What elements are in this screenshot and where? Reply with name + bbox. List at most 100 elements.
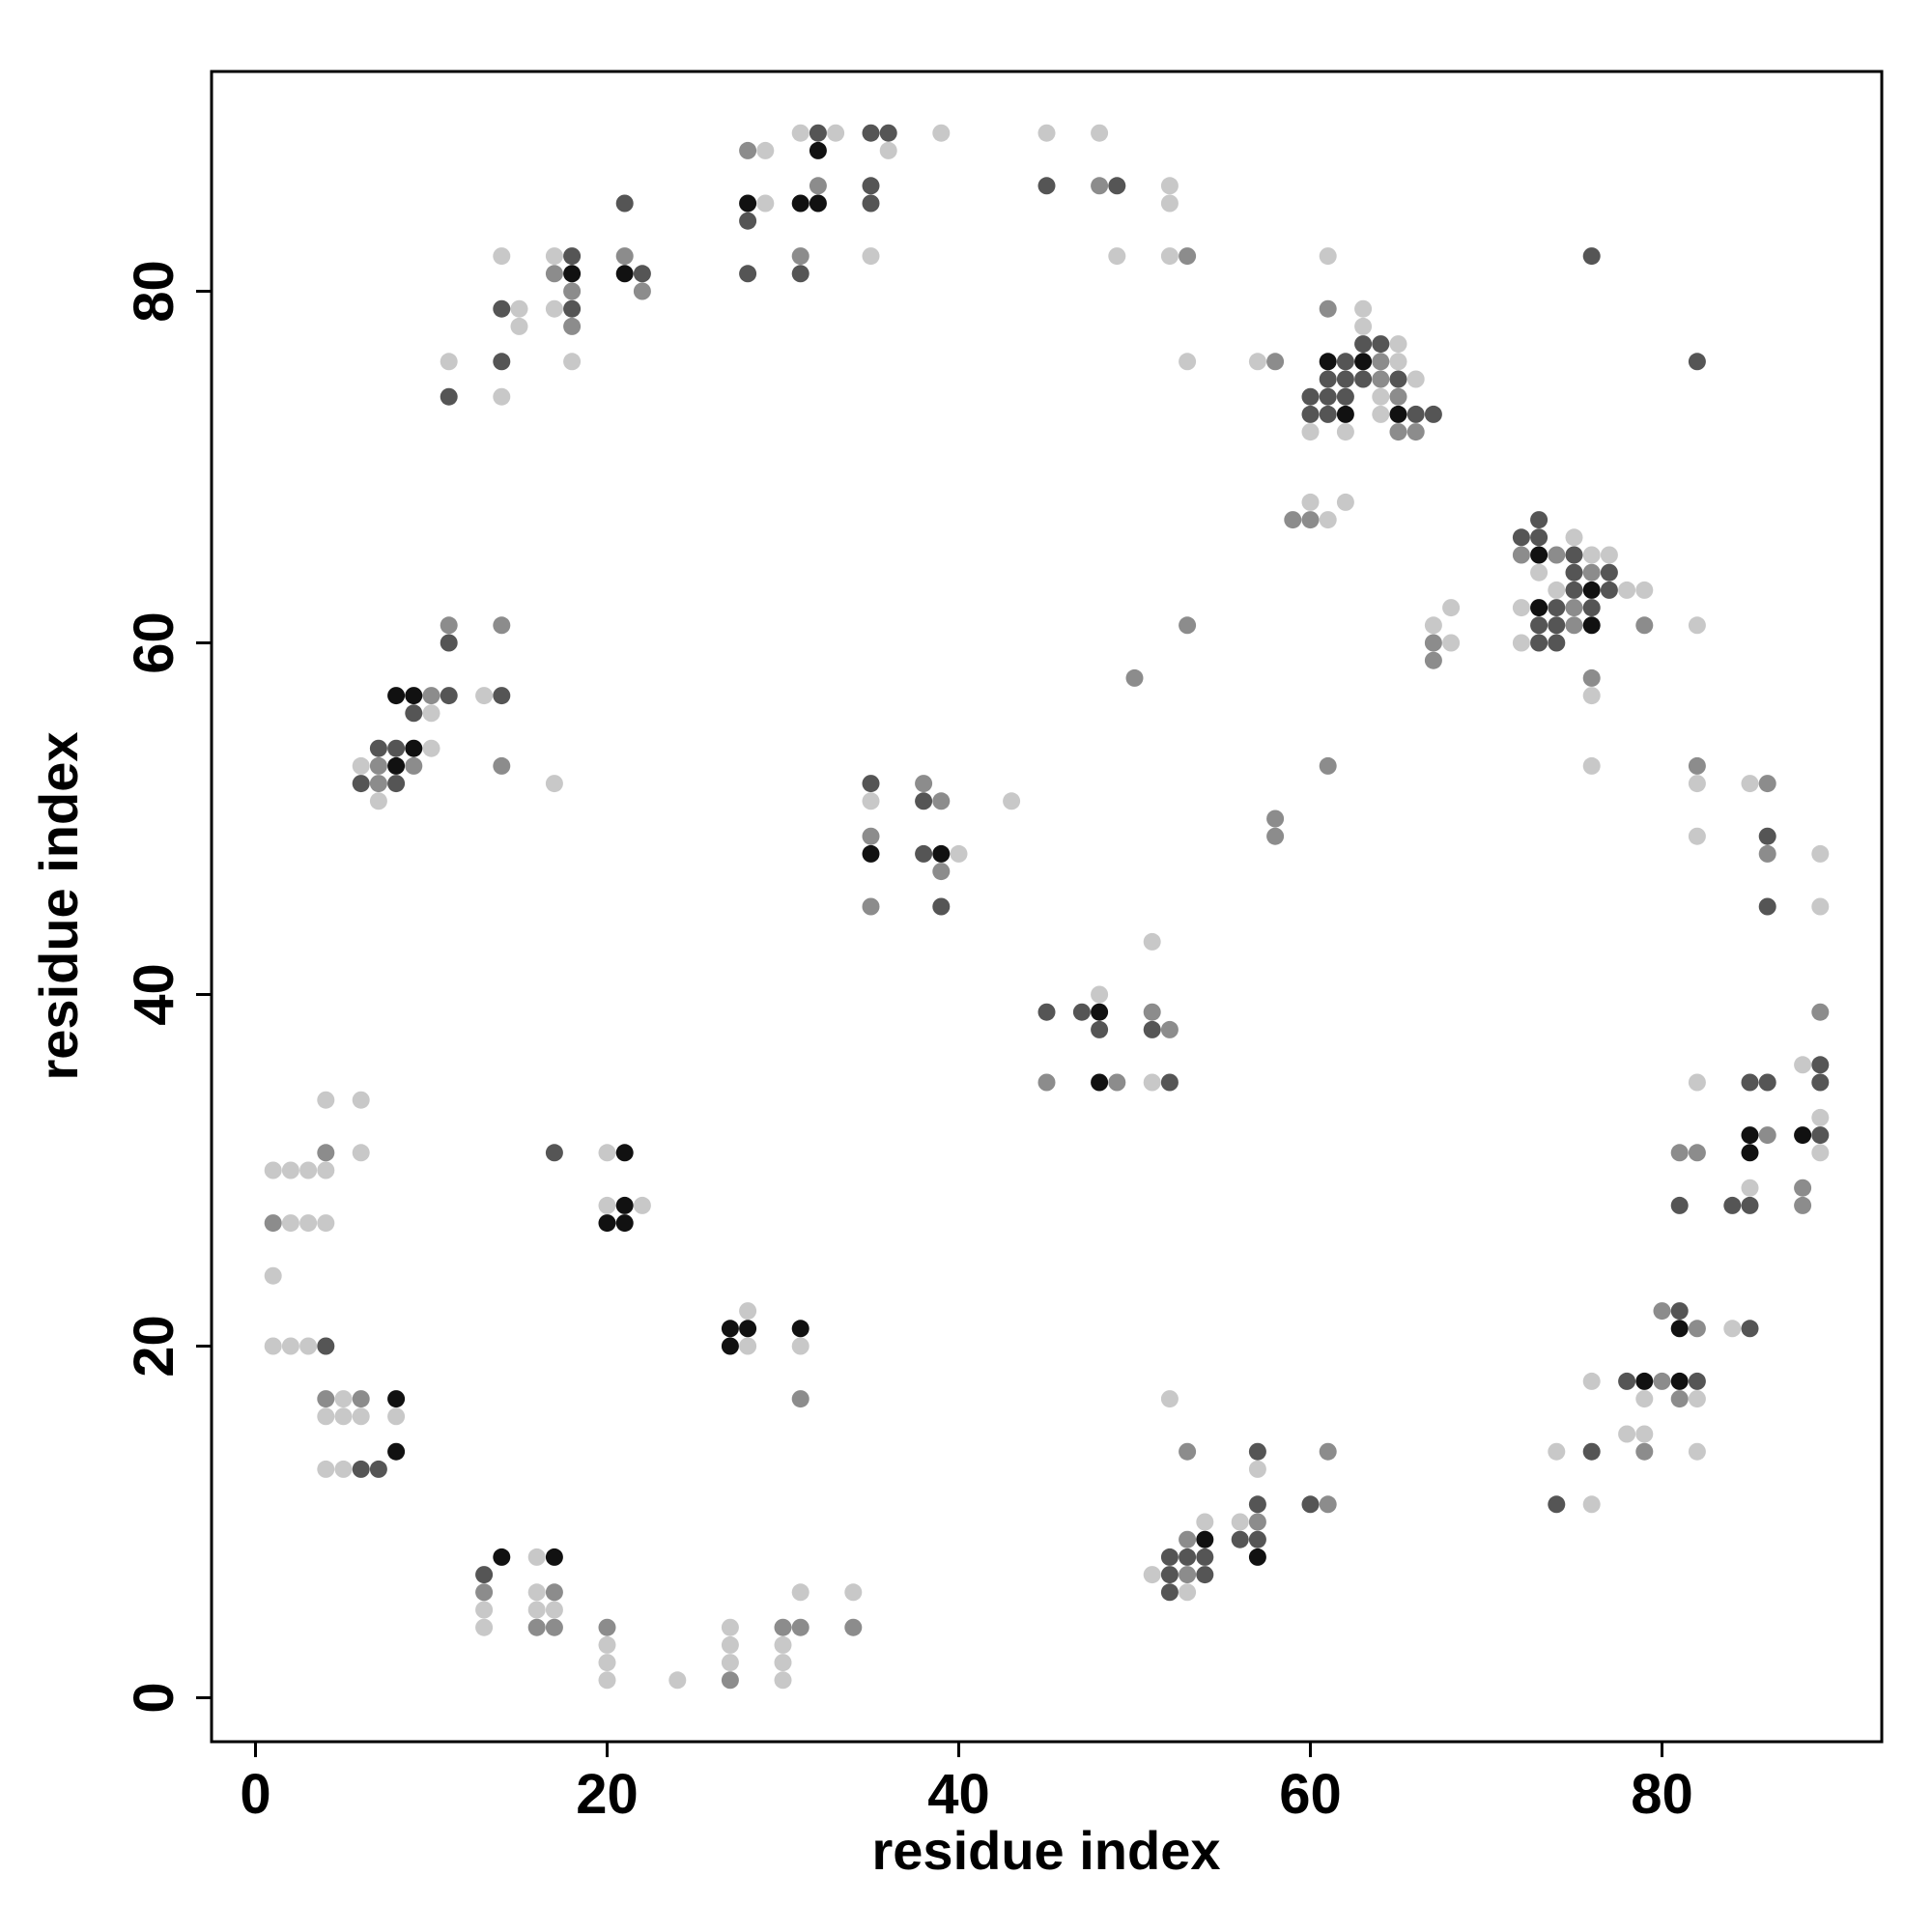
point [352,775,370,793]
point [932,897,951,916]
point [1319,247,1337,266]
point [633,1196,651,1214]
point [862,775,880,793]
point [1741,1144,1759,1162]
point [334,1390,353,1408]
point [264,1266,282,1285]
point [352,1390,370,1408]
point [1548,1442,1566,1461]
point [1582,581,1601,599]
point [317,1337,335,1355]
point [1653,1372,1671,1390]
point [299,1337,318,1355]
point [915,775,933,793]
point [756,194,775,213]
point [1143,1003,1161,1021]
point [1143,1566,1161,1584]
point [352,1407,370,1426]
point [1794,1056,1812,1074]
point [1635,1372,1654,1390]
point [1600,581,1618,599]
point [598,1214,616,1233]
point [915,844,933,863]
point [1319,1495,1337,1514]
point [545,775,563,793]
point [1635,581,1654,599]
point [1653,1302,1671,1321]
point [352,756,370,775]
point [1248,1495,1266,1514]
point [1160,177,1179,195]
point [1688,775,1706,793]
point [862,194,880,213]
point [527,1548,546,1566]
point [1196,1530,1214,1548]
point [756,141,775,159]
point [1512,634,1530,652]
point [475,1601,494,1619]
point [1248,1460,1266,1478]
point [1354,335,1373,354]
point [1372,405,1390,423]
point [1091,1020,1109,1038]
point [1160,1020,1179,1038]
point [545,1548,563,1566]
point [1565,599,1583,617]
point [1179,1548,1197,1566]
point [493,1548,511,1566]
point [1336,370,1354,388]
point [1582,756,1601,775]
point [1037,124,1056,142]
point [791,194,810,213]
point [1582,668,1601,687]
point [422,687,440,705]
point [1794,1196,1812,1214]
point [1565,563,1583,582]
point [1741,1196,1759,1214]
point [1758,844,1776,863]
point [1670,1196,1689,1214]
point [1758,1126,1776,1145]
point [1565,616,1583,635]
point [281,1214,299,1233]
x-tick-label: 20 [576,1763,639,1826]
point [791,1583,810,1602]
point [527,1618,546,1636]
point [1512,546,1530,564]
point [317,1214,335,1233]
point [1179,1530,1197,1548]
point [1600,563,1618,582]
point [598,1196,616,1214]
point [1548,599,1566,617]
point [1179,353,1197,371]
point [615,1144,634,1162]
point [1319,756,1337,775]
point [1811,1056,1830,1074]
point [774,1654,792,1672]
point [1670,1144,1689,1162]
point [281,1161,299,1179]
point [493,756,511,775]
point [1741,1073,1759,1092]
point [1372,353,1390,371]
point [721,1671,739,1690]
point [1248,1548,1266,1566]
point [1336,423,1354,441]
point [1530,528,1548,547]
point [1565,528,1583,547]
point [1688,1073,1706,1092]
point [739,212,757,230]
point [598,1671,616,1690]
point [387,1390,406,1408]
x-tick-label: 80 [1631,1763,1693,1826]
point [791,1618,810,1636]
point [615,194,634,213]
point [1354,317,1373,335]
point [1582,1495,1601,1514]
point [862,177,880,195]
point [387,687,406,705]
point [862,247,880,266]
point [1618,1372,1636,1390]
point [721,1337,739,1355]
point [791,1390,810,1408]
